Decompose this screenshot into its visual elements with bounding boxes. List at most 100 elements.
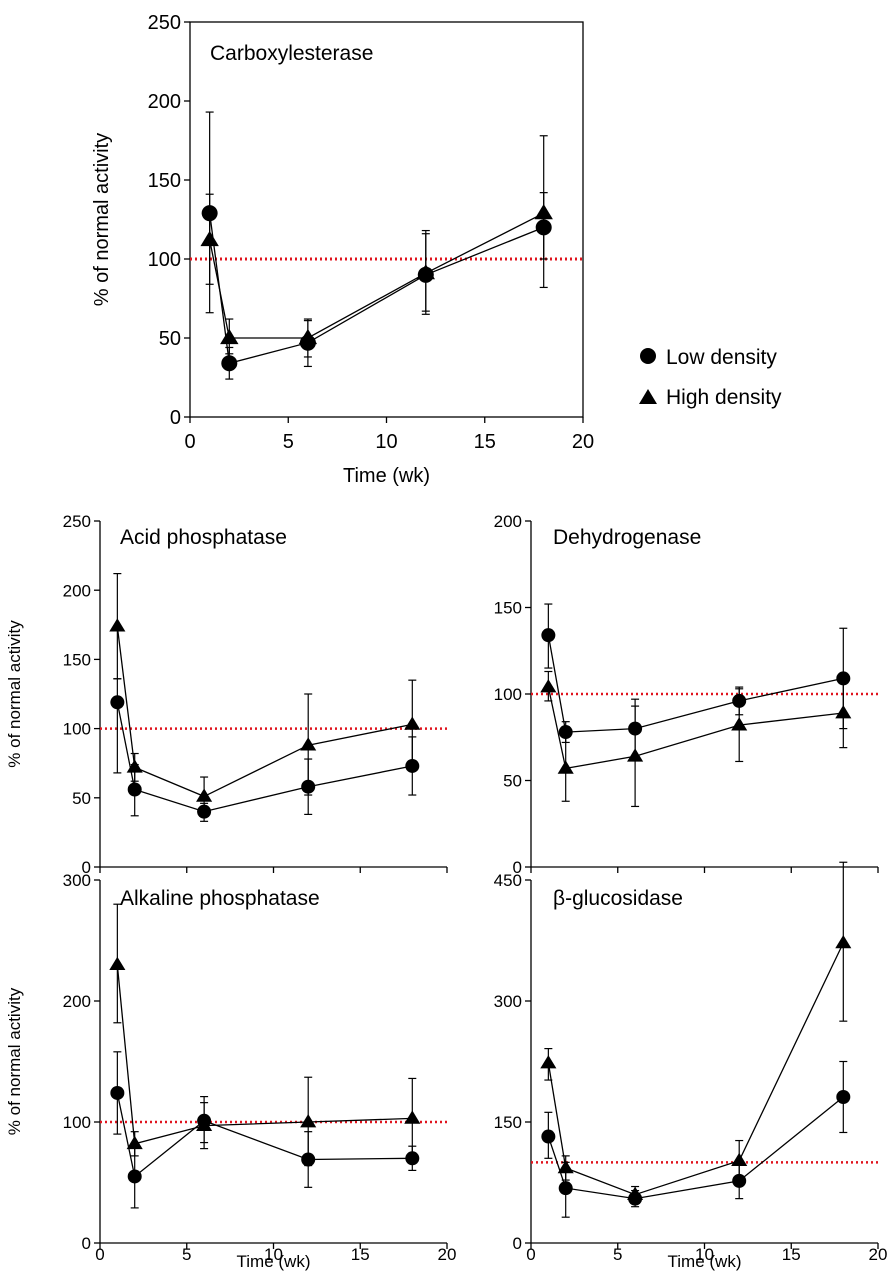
y-tick-label: 100 (63, 1113, 91, 1132)
data-point-triangle (627, 748, 644, 762)
x-tick-label: 20 (438, 1245, 457, 1264)
data-point-circle (558, 1181, 573, 1196)
y-tick-label: 150 (148, 170, 181, 192)
data-point-triangle (557, 1160, 574, 1174)
x-tick-label: 10 (695, 1245, 714, 1264)
y-axis-label: % of normal activity (5, 987, 24, 1135)
y-tick-label: 450 (494, 871, 522, 890)
data-point-triangle (300, 737, 317, 751)
x-tick-label: 0 (95, 1245, 104, 1264)
y-axis-label: % of normal activity (5, 620, 24, 768)
y-tick-label: 150 (494, 1113, 522, 1132)
data-point-circle (836, 1089, 851, 1104)
data-point-triangle (220, 328, 239, 345)
y-axis-label: % of normal activity (91, 133, 113, 306)
series-high-density (540, 861, 852, 1204)
series-line (209, 212, 544, 339)
y-tick-label: 50 (159, 328, 181, 350)
legend-item-low-density: Low density (640, 346, 777, 369)
x-tick-label: 15 (351, 1245, 370, 1264)
y-tick-label: 0 (170, 407, 181, 429)
y-tick-label: 100 (63, 720, 91, 739)
chart-title: Carboxylesterase (210, 42, 373, 65)
data-point-circle (732, 1173, 747, 1188)
series-low-density (110, 678, 420, 822)
chart-panel-2: 0 50 100 150 200 250 Acid phosphatase % of norm… (5, 512, 448, 877)
legend: Low density High density (639, 346, 782, 409)
x-tick-label: 5 (283, 431, 294, 453)
y-tick-label: 200 (148, 91, 181, 113)
series-line (547, 686, 844, 770)
data-point-triangle (835, 705, 852, 719)
legend-triangle-marker (639, 389, 657, 404)
y-tick-label: 0 (82, 1234, 91, 1253)
x-tick-label: 15 (474, 431, 496, 453)
data-point-circle (221, 355, 238, 372)
x-tick-label: 0 (526, 1245, 535, 1264)
chart-panel-4: 0 100 200 300 0 5 10 15 20 Alkaline phosphatase Ti… (5, 871, 456, 1271)
x-tick-label: 0 (184, 431, 195, 453)
data-point-circle (110, 1085, 125, 1100)
y-tick-label: 50 (503, 772, 522, 791)
series-low-density (110, 1051, 420, 1209)
data-point-triangle (404, 1110, 421, 1124)
y-tick-label: 300 (63, 871, 91, 890)
data-point-triangle (416, 264, 435, 280)
x-tick-label: 5 (182, 1245, 191, 1264)
series-high-density (200, 192, 553, 358)
x-tick-label: 10 (264, 1245, 283, 1264)
data-point-triangle (731, 1152, 748, 1167)
x-tick-label: 20 (869, 1245, 888, 1264)
series-low-density (541, 603, 851, 761)
y-tick-label: 0 (82, 858, 91, 877)
data-point-triangle (109, 956, 126, 971)
chart-panel-1: 0 50 100 150 200 250 0 5 10 15 20 Carboxylesterase T… (91, 12, 594, 487)
y-tick-label: 300 (494, 992, 522, 1011)
x-tick-label: 15 (782, 1245, 801, 1264)
series-line (116, 626, 413, 798)
data-point-triangle (540, 1055, 557, 1069)
data-point-triangle (627, 1186, 644, 1200)
y-tick-label: 150 (494, 599, 522, 618)
y-tick-label: 50 (72, 789, 91, 808)
x-axis-label: Time (wk) (343, 465, 430, 487)
x-axis-label: Time (wk) (237, 1252, 311, 1271)
data-point-triangle (534, 204, 553, 220)
series-low-density (201, 111, 552, 380)
chart-title: Acid phosphatase (120, 526, 287, 549)
series-line (547, 942, 844, 1196)
series-high-density (540, 670, 852, 808)
data-point-triangle (298, 328, 318, 345)
series-high-density (109, 572, 421, 817)
series-line (116, 964, 413, 1145)
legend-circle-marker (640, 348, 656, 364)
y-tick-label: 150 (63, 651, 91, 670)
y-tick-label: 0 (513, 858, 522, 877)
chart-panel-3: 0 50 100 150 200 Dehydrogenase (494, 512, 879, 877)
series-line (547, 1096, 844, 1200)
data-point-triangle (200, 230, 219, 247)
y-tick-label: 250 (63, 512, 91, 531)
chart-title: Dehydrogenase (553, 526, 701, 549)
series-line (209, 213, 544, 365)
data-point-triangle (196, 788, 213, 802)
data-point-circle (127, 782, 142, 797)
data-point-triangle (126, 759, 143, 773)
legend-label-low-density: Low density (666, 346, 777, 369)
x-axis-label: Time (wk) (668, 1252, 742, 1271)
y-tick-label: 100 (494, 685, 522, 704)
series-line (116, 702, 413, 813)
data-point-circle (541, 628, 556, 643)
data-point-circle (110, 695, 125, 710)
data-point-triangle (196, 1117, 213, 1131)
data-point-triangle (404, 716, 421, 730)
y-tick-label: 200 (63, 992, 91, 1011)
data-point-triangle (731, 717, 748, 731)
series-low-density (541, 1060, 851, 1218)
x-tick-label: 20 (572, 431, 594, 453)
y-tick-label: 100 (148, 249, 181, 271)
y-tick-label: 0 (513, 1234, 522, 1253)
